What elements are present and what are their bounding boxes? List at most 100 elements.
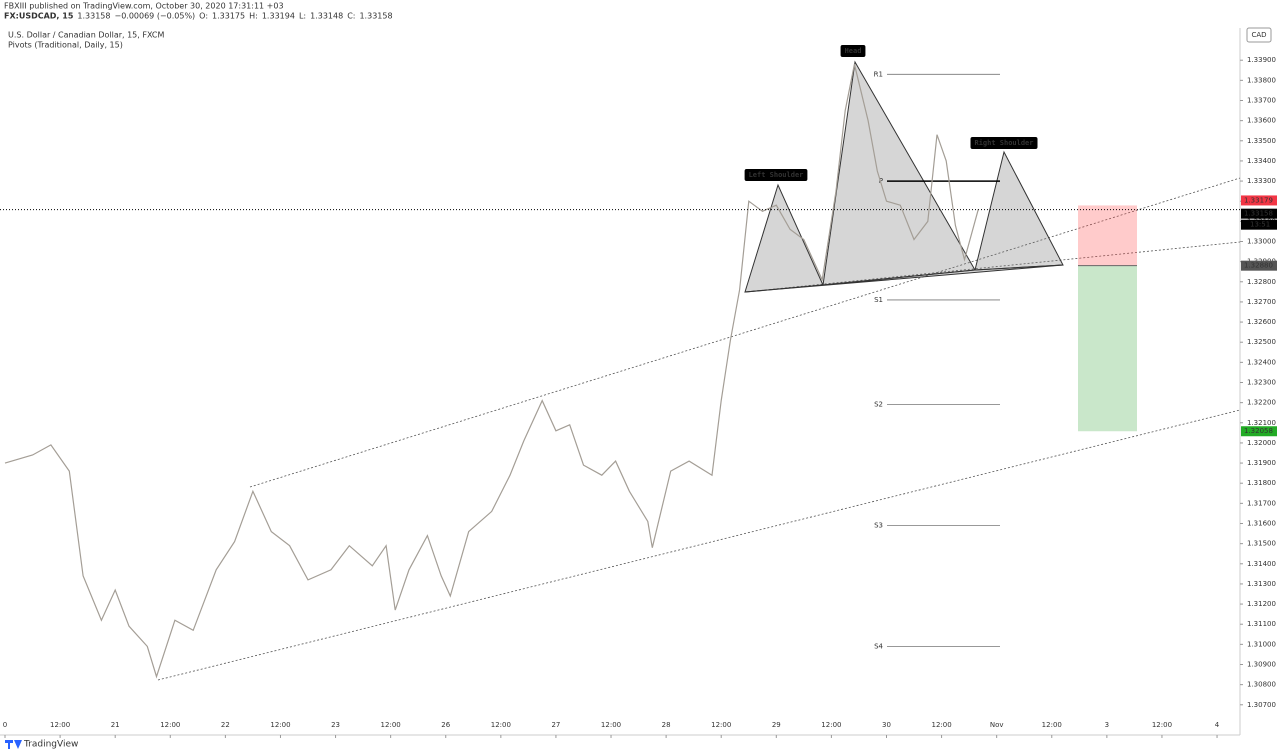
y-tick-label: 1.32400 (1247, 358, 1276, 366)
price-tag (1241, 195, 1277, 206)
pivot-label: S4 (874, 642, 883, 650)
x-tick-label: 12:00 (931, 721, 951, 729)
y-tick-label: 1.32200 (1247, 399, 1276, 407)
header-text: 1.33194 (262, 12, 295, 21)
price-line (4, 64, 979, 679)
annotation: Head (840, 45, 866, 57)
y-tick-label: 1.32500 (1247, 338, 1276, 346)
price-tag-label: 1.33158 (1244, 210, 1273, 218)
y-tick-label: 1.31900 (1247, 459, 1276, 467)
price-tag (1241, 260, 1277, 271)
brand: TradingView (5, 740, 78, 750)
pivot-label: S2 (874, 401, 883, 409)
chart-title: U.S. Dollar / Canadian Dollar, 15, FXCM (8, 31, 164, 40)
neckline-shape (744, 264, 1064, 293)
y-tick-label: 1.31000 (1247, 640, 1276, 648)
brand-logo (5, 740, 22, 749)
x-tick-label: 30 (882, 721, 891, 729)
header-text: 1.33158 (77, 12, 110, 21)
header-text: H: (249, 12, 258, 21)
annotation-label: Right Shoulder (974, 139, 1033, 147)
x-tick-label: 4 (1215, 721, 1220, 729)
y-tick-label: 1.32000 (1247, 439, 1276, 447)
y-tick-label: 1.31300 (1247, 580, 1276, 588)
x-tick-label: 22 (221, 721, 230, 729)
x-tick-label: 27 (551, 721, 560, 729)
y-tick-label: 1.31100 (1247, 620, 1276, 628)
x-tick-label: 12:00 (601, 721, 621, 729)
price-tag-label: 1.32880 (1244, 262, 1273, 270)
y-tick-label: 1.33400 (1247, 157, 1276, 165)
annotation-box (744, 169, 808, 181)
stop-zone (1078, 205, 1137, 266)
x-tick-label: 12:00 (160, 721, 180, 729)
y-tick-label: 1.33300 (1247, 177, 1276, 185)
x-tick-label: 12:00 (270, 721, 290, 729)
y-tick-label: 1.33500 (1247, 137, 1276, 145)
y-tick-label: 1.30800 (1247, 681, 1276, 689)
y-tick-label: 1.33900 (1247, 56, 1276, 64)
header-text: O: (199, 12, 208, 21)
header-text: 1.33148 (310, 12, 343, 21)
x-tick-label: 3 (1105, 721, 1109, 729)
x-tick-label: 12:00 (381, 721, 401, 729)
x-tick-label: 12:00 (50, 721, 70, 729)
price-tag-label: 1.32058 (1244, 427, 1273, 435)
symbol-line: FX:USDCAD, 15 1.33158 −0.00069 (−0.05%) O: 1… (4, 12, 393, 21)
currency: CAD (1251, 31, 1266, 39)
x-tick-label: 12:00 (711, 721, 731, 729)
brand-name: TradingView (23, 740, 78, 750)
pivot-label: S3 (874, 522, 883, 530)
x-tick-label: 23 (331, 721, 340, 729)
annotation: Right Shoulder (970, 137, 1038, 149)
y-tick-label: 1.31800 (1247, 479, 1276, 487)
trendline (157, 409, 1241, 681)
y-tick-label: 1.31700 (1247, 499, 1276, 507)
y-tick-label: 1.31400 (1247, 560, 1276, 568)
countdown-box (1241, 219, 1277, 230)
x-tick-label: 12:00 (491, 721, 511, 729)
y-tick-label: 1.30700 (1247, 701, 1276, 709)
annotation-label: Left Shoulder (749, 171, 804, 179)
header-text: −0.00069 (−0.05%) (114, 12, 195, 21)
y-tick-label: 1.32800 (1247, 278, 1276, 286)
pivot-label: R1 (874, 70, 883, 78)
y-tick-label: 1.31200 (1247, 600, 1276, 608)
x-tick-label: 0 (3, 721, 7, 729)
annotation: Left Shoulder (744, 169, 808, 181)
price-tag (1241, 426, 1277, 437)
trendline (249, 177, 1241, 488)
chart-subtitle: Pivots (Traditional, Daily, 15) (8, 41, 123, 50)
price-tag (1241, 208, 1277, 219)
annotation-label: Head (845, 47, 862, 55)
annotation-box (840, 45, 866, 57)
y-tick-label: 1.32300 (1247, 379, 1276, 387)
y-tick-label: 1.33700 (1247, 97, 1276, 105)
y-tick-label: 1.32700 (1247, 298, 1276, 306)
header-text: 1.33158 (359, 12, 392, 21)
trendlines (157, 177, 1241, 681)
y-tick-label: 1.31600 (1247, 520, 1276, 528)
x-tick-label: Nov (990, 721, 1004, 729)
y-tick-label: 1.33000 (1247, 238, 1276, 246)
y-tick-label: 1.33600 (1247, 117, 1276, 125)
trendline (744, 241, 1241, 293)
x-tick-label: 12:00 (1042, 721, 1062, 729)
y-tick-label: 1.32600 (1247, 318, 1276, 326)
x-tick-label: 28 (662, 721, 671, 729)
x-tick-label: 29 (772, 721, 781, 729)
y-tick-label: 1.31500 (1247, 540, 1276, 548)
header-text: 1.33175 (212, 12, 245, 21)
target-zone (1078, 265, 1137, 432)
publisher: FBXIII published on TradingView.com, Oct… (4, 2, 284, 11)
countdown: 13:51 (1250, 221, 1270, 229)
y-tick-label: 1.32100 (1247, 419, 1276, 427)
header-text: L: (299, 12, 306, 21)
pivot-label: S1 (874, 296, 883, 304)
y-tick-label: 1.30900 (1247, 661, 1276, 669)
annotation-box (970, 137, 1038, 149)
header-text: FX:USDCAD, 15 (4, 12, 74, 21)
